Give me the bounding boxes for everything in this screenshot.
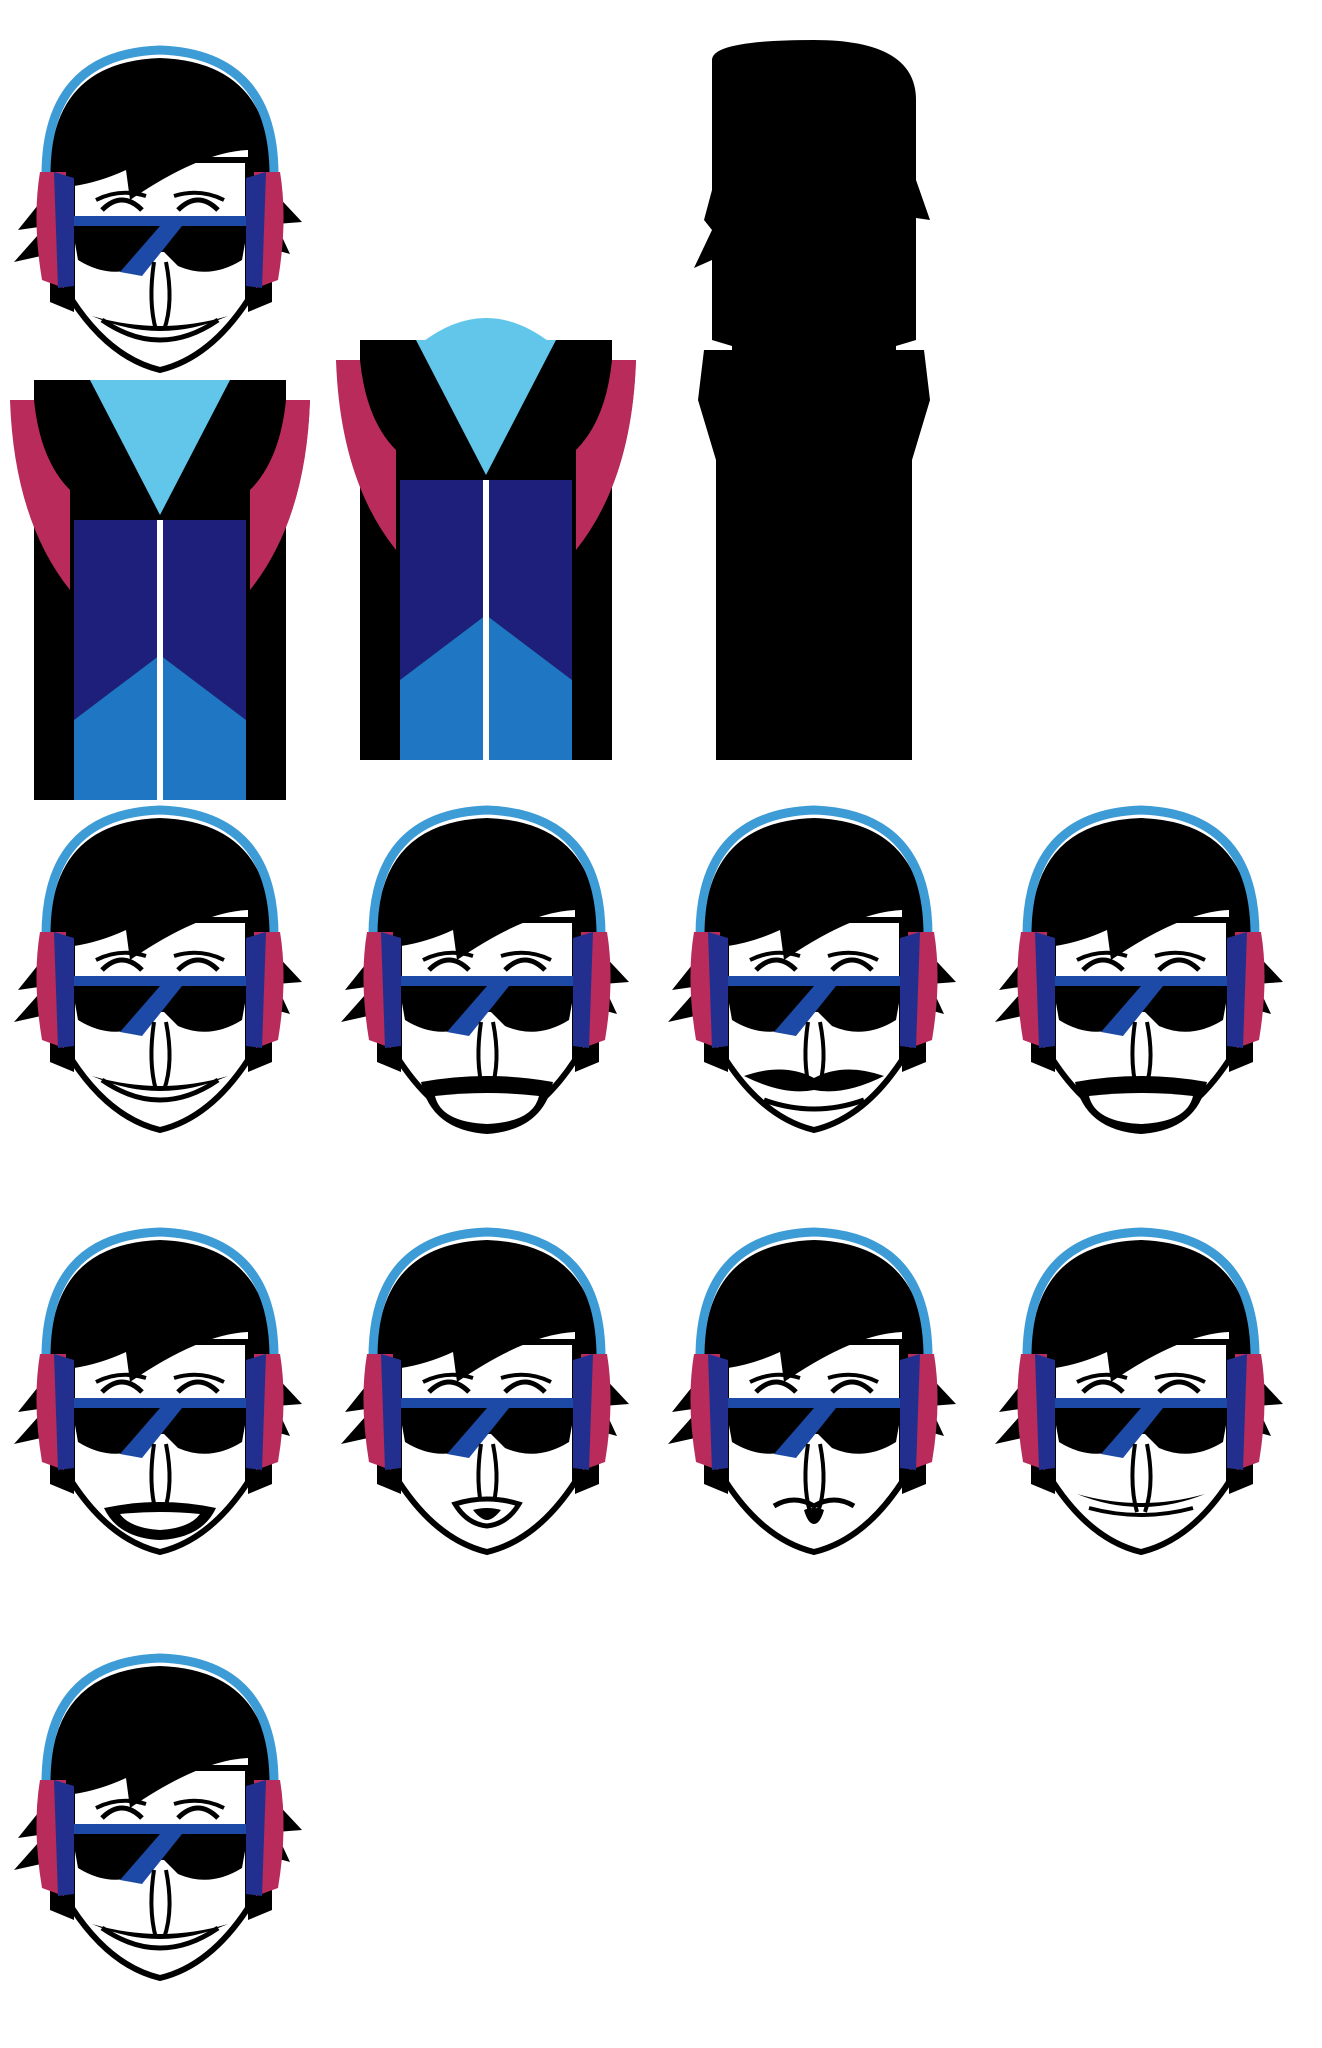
sprite-head-default (10, 1648, 310, 1988)
sprite-head-pursed (337, 1222, 637, 1562)
sprite-silhouette (694, 40, 930, 760)
sprite-head-open-laugh-2 (991, 800, 1291, 1140)
sprite-assembled-character (10, 40, 310, 800)
sprite-head-neutral (10, 800, 310, 1140)
sprite-head-grin (664, 800, 964, 1140)
sprite-head-mustache-smirk (991, 1222, 1291, 1562)
sprite-head-open-laugh (337, 800, 637, 1140)
sprite-torso-only (336, 318, 636, 760)
sprite-head-pouting (664, 1222, 964, 1562)
sprite-head-open-small (10, 1222, 310, 1562)
